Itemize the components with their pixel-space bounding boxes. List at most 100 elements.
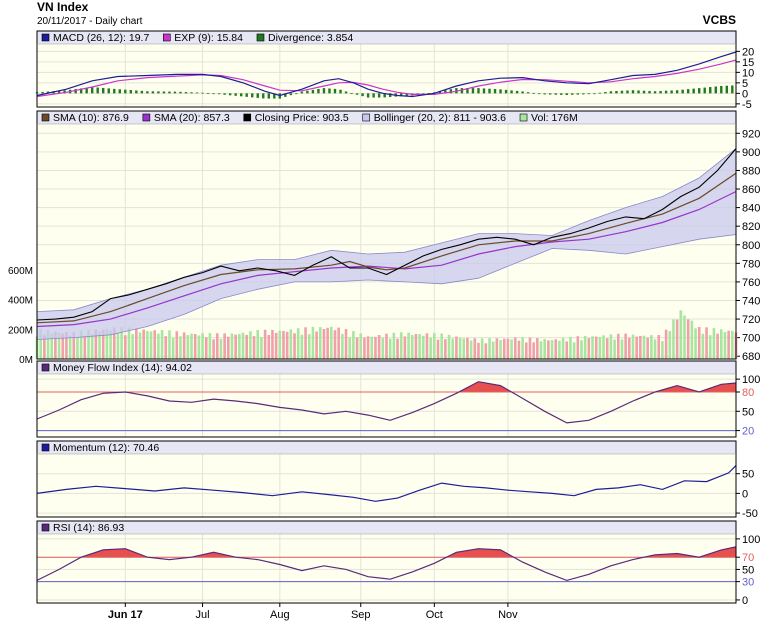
volume-bar xyxy=(307,334,311,359)
volume-bar xyxy=(142,329,145,359)
volume-bar xyxy=(705,327,708,359)
volume-bar xyxy=(105,328,109,359)
divergence-bar xyxy=(267,93,270,99)
x-tick-label: Aug xyxy=(270,609,290,621)
volume-bar xyxy=(480,338,484,359)
volume-bar xyxy=(399,332,403,359)
volume-bar xyxy=(620,339,624,359)
volume-bar xyxy=(554,339,558,359)
divergence-bar xyxy=(245,93,248,97)
divergence-bar xyxy=(521,91,524,94)
macd-line xyxy=(36,51,737,98)
volume-tick-label: 0M xyxy=(19,355,33,366)
volume-bar xyxy=(506,338,510,359)
volume-bar xyxy=(256,330,260,359)
momentum-line xyxy=(36,465,737,502)
volume-bar xyxy=(628,337,631,359)
divergence-bar xyxy=(300,91,304,94)
volume-bar xyxy=(672,319,675,359)
sma20-line xyxy=(36,190,737,328)
volume-bar xyxy=(135,328,138,359)
volume-bar xyxy=(594,336,598,359)
divergence-bar xyxy=(499,89,502,94)
y-tick-label: 0 xyxy=(742,88,748,100)
divergence-bar xyxy=(405,93,408,96)
divergence-bar xyxy=(526,92,530,94)
divergence-bar xyxy=(438,91,442,94)
x-tick-label: Oct xyxy=(426,609,443,621)
divergence-bar xyxy=(488,88,491,94)
divergence-bar xyxy=(184,92,188,94)
volume-bar xyxy=(701,333,705,359)
divergence-bar xyxy=(129,90,133,94)
y-tick-label: 70 xyxy=(742,552,754,564)
divergence-bar xyxy=(510,90,513,94)
divergence-bar xyxy=(422,93,425,95)
y-tick-label: 700 xyxy=(742,333,760,345)
divergence-bar xyxy=(284,93,287,97)
overbought-area xyxy=(37,546,736,558)
divergence-bar xyxy=(554,93,557,95)
volume-bar xyxy=(495,338,499,359)
volume-bar xyxy=(686,319,690,359)
volume-bar xyxy=(716,333,719,359)
volume-bar xyxy=(175,331,179,359)
divergence-bar xyxy=(637,90,640,94)
chart-title: VN Index xyxy=(37,0,89,14)
y-tick-label: 100 xyxy=(742,534,760,546)
divergence-bar xyxy=(615,90,618,94)
volume-bar xyxy=(146,330,149,359)
divergence-bar xyxy=(151,91,155,94)
volume-bar xyxy=(46,329,50,359)
divergence-bar xyxy=(328,88,331,94)
macd-frame xyxy=(36,30,737,108)
volume-bar xyxy=(61,333,65,359)
momentum-legend-strip xyxy=(37,441,736,454)
volume-bar xyxy=(661,341,664,359)
volume-bar xyxy=(697,326,701,359)
overbought-area xyxy=(37,381,736,392)
volume-bar xyxy=(539,341,543,359)
volume-bar xyxy=(388,338,392,359)
volume-bar xyxy=(569,336,572,359)
y-tick-label: 720 xyxy=(742,314,760,326)
mfi-legend-strip xyxy=(37,361,736,374)
divergence-bar xyxy=(212,93,215,95)
volume-bar xyxy=(315,331,318,359)
volume-bar xyxy=(727,330,730,359)
divergence-bar xyxy=(449,89,453,94)
divergence-bar xyxy=(681,89,684,94)
volume-bar xyxy=(653,339,657,359)
divergence-bar xyxy=(317,88,320,94)
momentum-frame xyxy=(36,440,737,518)
volume-bar xyxy=(436,339,440,359)
legend-swatch xyxy=(41,363,50,372)
divergence-bar xyxy=(350,93,353,94)
volume-bar xyxy=(462,338,466,359)
volume-bar xyxy=(157,333,160,359)
divergence-bar xyxy=(140,90,144,94)
divergence-bar xyxy=(477,88,480,94)
volume-bar xyxy=(112,327,116,359)
divergence-bar xyxy=(388,93,392,98)
legend-label: Money Flow Index (14): 94.02 xyxy=(53,362,192,374)
divergence-bar xyxy=(190,92,193,94)
divergence-bar xyxy=(372,93,375,98)
y-tick-label: -50 xyxy=(742,508,758,520)
divergence-bar xyxy=(664,90,668,94)
brand-label: VCBS xyxy=(703,13,736,27)
divergence-bar xyxy=(102,87,105,94)
volume-bar xyxy=(190,333,193,359)
divergence-bar xyxy=(560,93,563,95)
legend-swatch xyxy=(41,33,50,42)
legend-swatch xyxy=(162,33,171,42)
rsi-line xyxy=(36,546,737,582)
volume-bar xyxy=(550,340,554,359)
volume-bar xyxy=(708,335,712,359)
volume-bar xyxy=(488,338,491,359)
volume-bar xyxy=(363,337,366,359)
volume-bar xyxy=(598,337,602,359)
divergence-bar xyxy=(333,88,337,94)
volume-bar xyxy=(123,335,127,359)
